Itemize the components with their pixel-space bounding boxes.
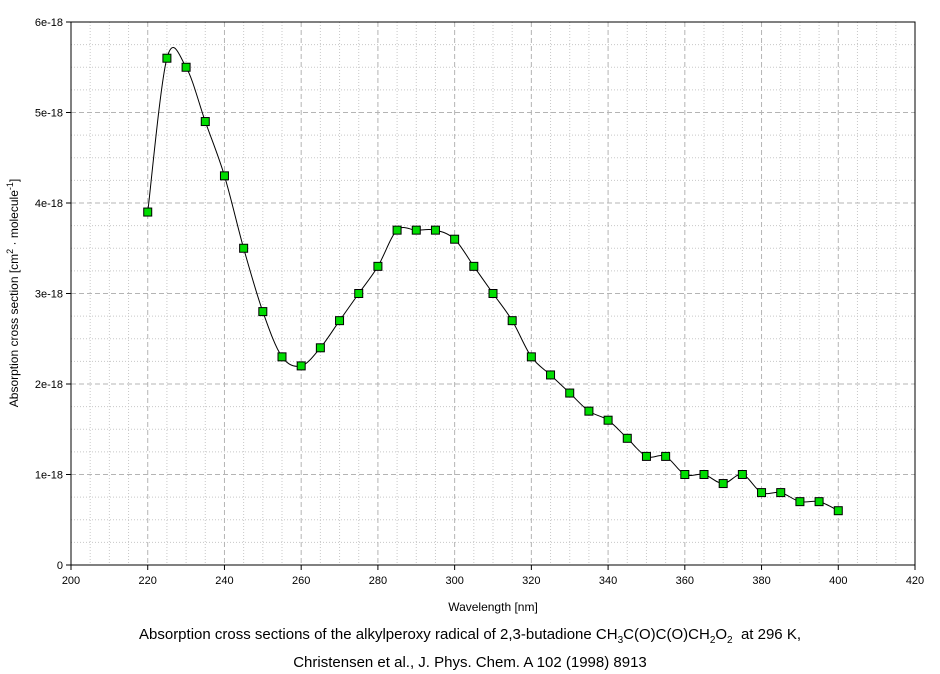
y-tick-label: 2e-18 xyxy=(35,379,63,391)
data-point-marker xyxy=(488,289,498,298)
x-axis-ticks: 200 220 240 260 280 300 320 340 360 380 400 420 xyxy=(62,565,924,587)
data-point-marker xyxy=(162,53,172,63)
x-tick-label: 300 xyxy=(445,575,463,587)
x-tick-label: 220 xyxy=(139,575,157,587)
x-tick-label: 320 xyxy=(522,575,540,587)
data-point-marker xyxy=(718,479,728,489)
y-tick-label: 4e-18 xyxy=(35,198,63,210)
x-tick-label: 280 xyxy=(369,575,387,587)
data-point-marker xyxy=(373,261,383,271)
data-point-marker xyxy=(526,352,536,362)
data-point-marker xyxy=(507,316,517,326)
x-tick-label: 240 xyxy=(215,575,233,587)
data-markers xyxy=(143,53,843,516)
x-tick-label: 340 xyxy=(599,575,617,587)
data-point-marker xyxy=(239,243,249,253)
data-point-marker xyxy=(833,506,843,516)
y-tick-label: 6e-18 xyxy=(35,17,63,29)
data-point-marker xyxy=(661,451,671,461)
data-point-marker xyxy=(757,488,767,498)
data-point-marker xyxy=(277,352,287,362)
caption-line-2: Christensen et al., J. Phys. Chem. A 102… xyxy=(293,654,647,671)
x-tick-label: 420 xyxy=(906,575,924,587)
major-grid xyxy=(71,22,915,565)
data-point-marker xyxy=(546,370,556,380)
data-point-marker xyxy=(430,225,440,235)
data-point-marker xyxy=(219,171,229,181)
data-point-marker xyxy=(392,225,402,235)
data-point-marker xyxy=(622,433,632,443)
x-tick-label: 200 xyxy=(62,575,80,587)
data-point-marker xyxy=(200,117,210,127)
data-point-marker xyxy=(795,497,805,507)
data-point-marker xyxy=(641,451,651,461)
y-tick-label: 5e-18 xyxy=(35,108,63,120)
absorption-chart: 200 220 240 260 280 300 320 340 360 380 400 420 0 1e… xyxy=(5,17,924,614)
data-point-marker xyxy=(335,316,345,326)
data-point-marker xyxy=(737,470,747,479)
data-point-marker xyxy=(584,406,594,416)
data-point-marker xyxy=(469,261,479,271)
data-point-marker xyxy=(776,488,786,498)
y-axis-ticks: 0 1e-18 2e-18 3e-18 4e-18 5e-18 6e-18 xyxy=(35,17,71,572)
x-tick-label: 400 xyxy=(829,575,847,587)
x-axis-title: Wavelength [nm] xyxy=(448,600,538,614)
x-tick-label: 360 xyxy=(676,575,694,587)
data-point-marker xyxy=(411,225,421,235)
data-point-marker xyxy=(315,343,325,353)
data-point-marker xyxy=(603,415,613,425)
data-point-marker xyxy=(450,234,460,244)
figure-caption: Absorption cross sections of the alkylpe… xyxy=(0,624,940,674)
data-point-marker xyxy=(296,361,306,371)
data-point-marker xyxy=(258,307,268,317)
caption-line-1: Absorption cross sections of the alkylpe… xyxy=(139,626,801,646)
y-axis-title: Absorption cross section [cm2 · molecule… xyxy=(5,179,21,407)
y-tick-label: 1e-18 xyxy=(35,470,63,482)
data-point-marker xyxy=(565,388,575,398)
y-tick-label: 0 xyxy=(57,560,63,572)
data-point-marker xyxy=(181,62,191,72)
data-point-marker xyxy=(680,470,690,479)
data-point-marker xyxy=(354,289,364,298)
x-tick-label: 260 xyxy=(292,575,310,587)
data-point-marker xyxy=(814,497,824,507)
x-tick-label: 380 xyxy=(752,575,770,587)
data-point-marker xyxy=(143,207,153,217)
y-tick-label: 3e-18 xyxy=(35,289,63,301)
data-point-marker xyxy=(699,470,709,479)
